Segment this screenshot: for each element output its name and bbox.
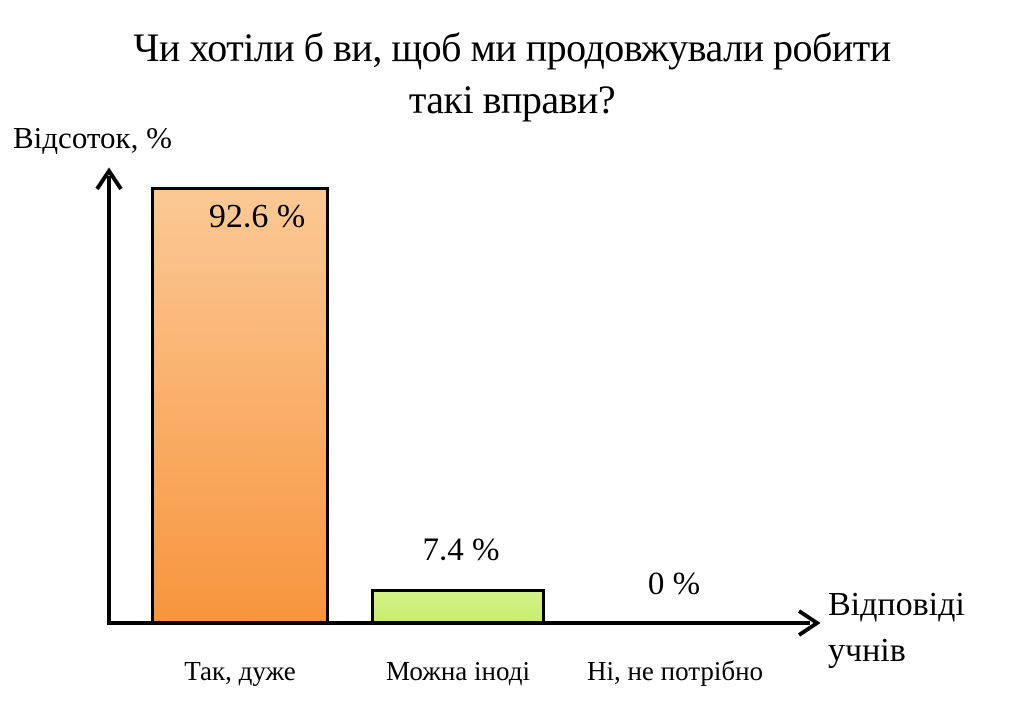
- category-label-tak-duzhe: Так, дуже: [184, 656, 296, 686]
- category-label-ni-ne-potribno: Ні, не потрібно: [586, 656, 764, 686]
- category-label-mozhna-inodi: Можна іноді: [386, 656, 530, 686]
- value-label-mozhna-inodi: 7.4 %: [422, 532, 500, 568]
- x-axis-arrow-icon: [797, 609, 821, 637]
- bar-mozhna-inodi: [371, 589, 545, 624]
- value-label-tak-duzhe: 92.6 %: [208, 198, 306, 235]
- y-axis-arrow-icon: [95, 167, 123, 191]
- x-axis-label-line-1: Відповіді: [828, 586, 965, 623]
- bar-tak-duzhe: 92.6 %: [151, 187, 329, 624]
- x-axis-label: Відповіді учнів: [828, 582, 965, 674]
- y-axis-label: Відсоток, %: [13, 120, 172, 155]
- chart-title: Чи хотіли б ви, щоб ми продовжували роби…: [52, 22, 972, 126]
- value-label-ni-ne-potribno: 0 %: [647, 566, 701, 602]
- chart-title-line-1: Чи хотіли б ви, щоб ми продовжували роби…: [133, 25, 891, 70]
- x-axis-label-line-2: учнів: [828, 632, 906, 669]
- chart-title-line-2: такі вправи?: [408, 77, 616, 122]
